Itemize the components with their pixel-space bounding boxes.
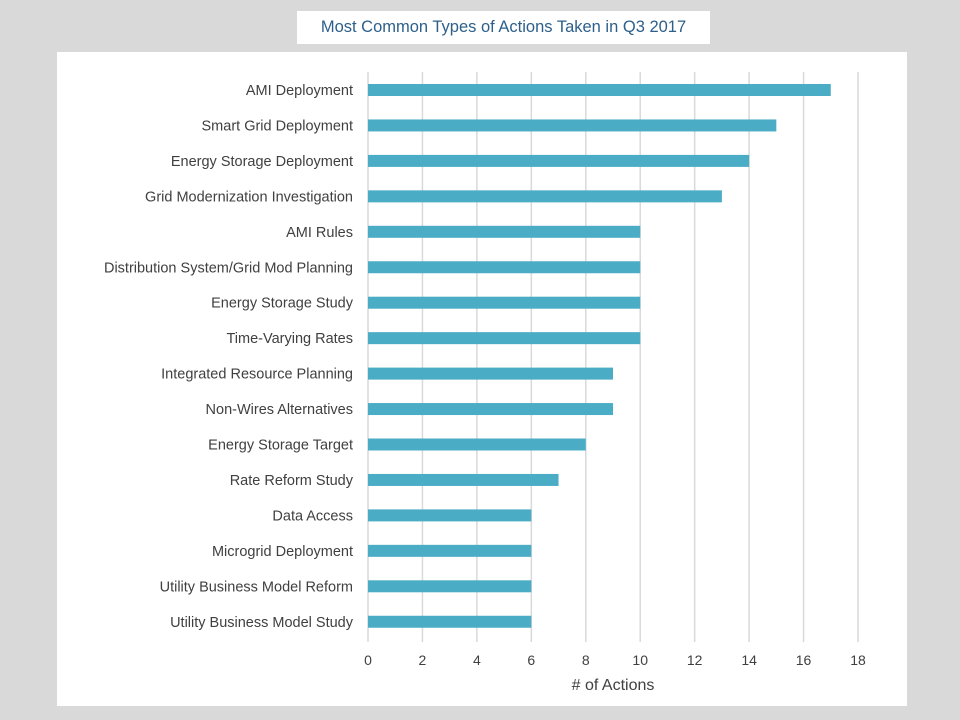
bar [368,509,532,522]
bars [368,84,831,628]
bar [368,154,750,167]
x-tick-labels: 0 2 4 6 8 10 12 14 16 18 [364,652,866,668]
category-labels: AMI Deployment Smart Grid Deployment Energ… [104,83,354,631]
category-label: Utility Business Model Study [170,615,354,631]
category-label: Microgrid Deployment [212,544,353,560]
category-label: Smart Grid Deployment [202,118,354,134]
bar-chart: AMI Deployment Smart Grid Deployment Energ… [104,72,866,694]
bar [368,473,559,486]
x-tick-label: 2 [419,652,427,668]
category-label: Utility Business Model Reform [160,579,353,595]
category-label: Integrated Resource Planning [161,367,353,383]
x-tick-label: 4 [473,652,481,668]
x-tick-label: 14 [741,652,757,668]
bar [368,544,532,557]
bar [368,190,722,203]
bar [368,84,831,96]
category-label: Rate Reform Study [230,473,354,489]
category-label: AMI Rules [286,225,353,241]
category-label: Time-Varying Rates [226,331,353,347]
category-label: Energy Storage Deployment [171,154,353,170]
x-tick-label: 18 [850,652,866,668]
category-label: Grid Modernization Investigation [145,189,353,205]
category-label: AMI Deployment [246,83,353,99]
bar [368,119,777,132]
x-tick-label: 16 [796,652,812,668]
bar [368,261,641,274]
category-label: Energy Storage Study [211,296,354,312]
bar [368,580,532,593]
x-tick-label: 8 [582,652,590,668]
category-label: Energy Storage Target [208,438,353,454]
category-label: Data Access [272,508,353,524]
gridlines [367,72,859,642]
x-tick-label: 12 [687,652,703,668]
category-label: Non-Wires Alternatives [206,402,353,418]
bar [368,225,641,238]
bar [368,367,613,380]
bar [368,438,586,451]
x-tick-label: 10 [632,652,648,668]
x-tick-label: 0 [364,652,372,668]
bar [368,615,532,628]
x-axis-title: # of Actions [572,677,655,694]
x-tick-label: 6 [527,652,535,668]
category-label: Distribution System/Grid Mod Planning [104,260,353,276]
bar [368,332,641,345]
bar [368,296,641,309]
chart-title: Most Common Types of Actions Taken in Q3… [297,11,710,44]
bar [368,403,613,416]
chart-panel: AMI Deployment Smart Grid Deployment Energ… [57,52,907,706]
